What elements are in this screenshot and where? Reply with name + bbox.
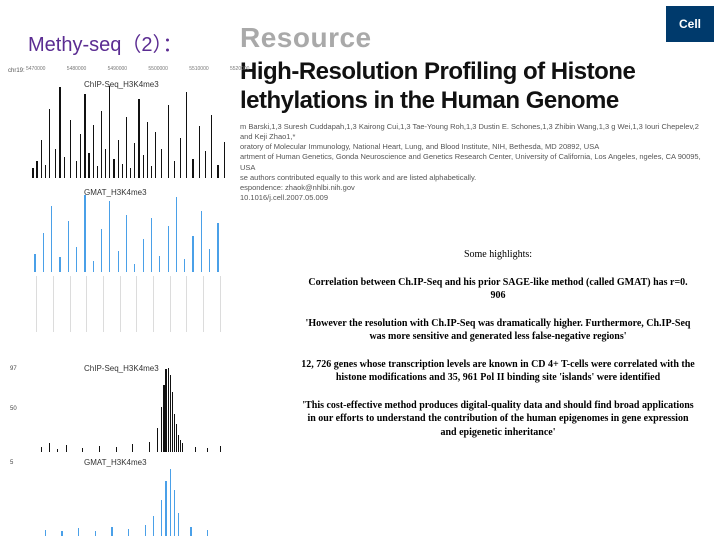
authors-line: m Barski,1,3 Suresh Cuddapah,1,3 Kairong… [240,122,708,142]
peaks-region [24,366,232,452]
paper-title: High-Resolution Profiling of Histone let… [240,58,700,116]
highlight-resolution: 'However the resolution with Ch.IP-Seq w… [300,317,696,344]
track-gmat-h3k4me3-bottom: GMAT_H3K4me3 5 [24,460,232,536]
resource-label: Resource [240,22,372,54]
highlights-heading: Some highlights: [300,248,696,262]
highlight-correlation: Correlation between Ch.IP-Seq and his pr… [300,276,696,303]
y-axis-label: 50 [10,406,17,412]
doi: 10.1016/j.cell.2007.05.009 [240,193,708,203]
coord-tick: 5470000 [26,66,45,72]
track-chipseq-h3k4me3-top: ChIP-Seq_H3K4me3 [24,82,232,178]
y-axis-label: 5 [10,460,13,466]
coord-tick: 5520000 [230,66,249,72]
peaks-region [24,460,232,536]
highlight-genes: 12, 726 genes whose transcription levels… [300,358,696,385]
chromosome-label: chr19: [8,68,25,74]
coord-tick: 5490000 [108,66,127,72]
grid-columns [24,276,232,332]
affiliation-2: artment of Human Genetics, Gonda Neurosc… [240,152,708,172]
peaks-region [24,82,232,178]
highlights-block: Some highlights: Correlation between Ch.… [300,248,696,453]
coord-tick: 5500000 [148,66,167,72]
contribution-note: se authors contributed equally to this w… [240,173,708,183]
coord-tick: 5480000 [67,66,86,72]
y-axis-label: 97 [10,366,17,372]
slide-title: Methy-seq（2）： [28,28,183,57]
coordinate-axis: 5470000548000054900005500000551000055200… [26,66,230,80]
highlight-conclusion: 'This cost-effective method produces dig… [300,399,696,440]
paper-metadata: m Barski,1,3 Suresh Cuddapah,1,3 Kairong… [240,122,708,203]
affiliation-1: oratory of Molecular Immunology, Nationa… [240,142,708,152]
figure-panel: chr19: 5470000 5480000 5490000 5500000 55100… [6,66,236,534]
coord-tick: 5510000 [189,66,208,72]
track-chipseq-h3k4me3-bottom: ChIP-Seq_H3K4me3 97 50 [24,366,232,452]
cell-logo: Cell [666,6,714,42]
track-gmat-h3k4me3-top: GMAT_H3K4me3 [24,190,232,272]
peaks-region [24,190,232,272]
correspondence: espondence: zhaok@nhlbi.nih.gov [240,183,708,193]
